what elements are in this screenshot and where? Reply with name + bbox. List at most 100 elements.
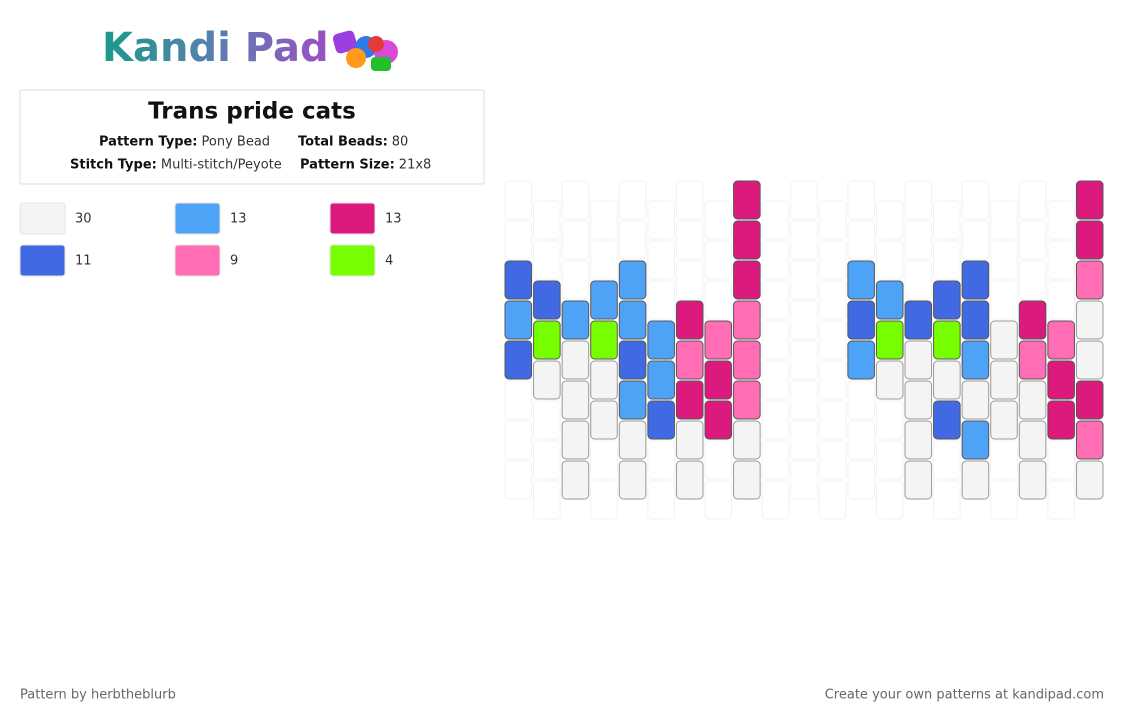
empty-cell (933, 480, 961, 520)
bead (561, 460, 590, 500)
bead (990, 360, 1018, 400)
info-value: 21x8 (399, 158, 432, 173)
empty-cell (704, 480, 733, 520)
bead (904, 460, 933, 500)
bead (1018, 460, 1047, 500)
bead (675, 460, 704, 500)
bead (618, 300, 647, 340)
bead (675, 420, 704, 460)
empty-cell (790, 420, 818, 460)
bead (647, 400, 675, 440)
bead (675, 340, 704, 380)
empty-cell (847, 180, 875, 220)
empty-cell (790, 220, 818, 260)
empty-cell (847, 380, 875, 420)
bead (875, 360, 904, 400)
empty-cell (818, 360, 847, 400)
empty-cell (818, 240, 847, 280)
empty-cell (790, 340, 818, 380)
legend-swatch (329, 244, 376, 277)
bead (990, 400, 1018, 440)
bead (733, 220, 761, 260)
empty-cell (590, 240, 618, 280)
bead (1075, 220, 1104, 260)
bead (990, 320, 1018, 360)
logo[interactable]: Kandi Pad (102, 25, 329, 71)
empty-cell (561, 260, 590, 300)
bead (618, 460, 647, 500)
empty-cell (647, 480, 675, 520)
bead (647, 360, 675, 400)
bead (733, 420, 761, 460)
bead (1018, 420, 1047, 460)
empty-cell (904, 260, 933, 300)
bead (733, 180, 761, 220)
bead (961, 380, 990, 420)
bead (561, 380, 590, 420)
empty-cell (504, 380, 533, 420)
bead (1047, 320, 1075, 360)
bead (904, 300, 933, 340)
empty-cell (818, 400, 847, 440)
bead (733, 460, 761, 500)
empty-cell (561, 220, 590, 260)
empty-cell (533, 240, 561, 280)
empty-cell (761, 480, 790, 520)
bead (1018, 300, 1047, 340)
bead (561, 420, 590, 460)
legend-count: 13 (385, 212, 402, 227)
empty-cell (704, 200, 733, 240)
bead (904, 420, 933, 460)
empty-cell (818, 440, 847, 480)
empty-cell (761, 360, 790, 400)
empty-cell (1047, 200, 1075, 240)
empty-cell (818, 320, 847, 360)
legend-count: 11 (75, 254, 92, 269)
empty-cell (761, 400, 790, 440)
empty-cell (875, 200, 904, 240)
empty-cell (761, 320, 790, 360)
empty-cell (675, 220, 704, 260)
empty-cell (990, 440, 1018, 480)
bead (933, 280, 961, 320)
bead (533, 280, 561, 320)
bead (504, 300, 533, 340)
info-value: Pony Bead (202, 135, 271, 150)
bead (847, 300, 875, 340)
empty-cell (1018, 180, 1047, 220)
bead (1018, 380, 1047, 420)
empty-cell (847, 420, 875, 460)
empty-cell (761, 440, 790, 480)
empty-cell (675, 260, 704, 300)
empty-cell (875, 440, 904, 480)
bead (590, 280, 618, 320)
empty-cell (1018, 220, 1047, 260)
bead (733, 300, 761, 340)
bead (875, 320, 904, 360)
empty-cell (504, 220, 533, 260)
bead (1075, 260, 1104, 300)
empty-cell (847, 220, 875, 260)
bead-grid (504, 180, 1104, 520)
legend-swatch (174, 244, 221, 277)
bead (1047, 360, 1075, 400)
promo-link[interactable]: Create your own patterns at kandipad.com (825, 688, 1104, 703)
legend-count: 13 (230, 212, 247, 227)
bead (1075, 380, 1104, 420)
empty-cell (675, 180, 704, 220)
info-box (19, 89, 485, 185)
empty-cell (990, 480, 1018, 520)
empty-cell (990, 200, 1018, 240)
empty-cell (790, 460, 818, 500)
logo-icon (332, 30, 398, 71)
info-label: Pattern Size: (300, 158, 395, 173)
empty-cell (647, 240, 675, 280)
bead (590, 320, 618, 360)
bead (533, 360, 561, 400)
info-label: Stitch Type: (70, 158, 157, 173)
bead (904, 340, 933, 380)
empty-cell (704, 280, 733, 320)
empty-cell (818, 280, 847, 320)
bead (733, 260, 761, 300)
